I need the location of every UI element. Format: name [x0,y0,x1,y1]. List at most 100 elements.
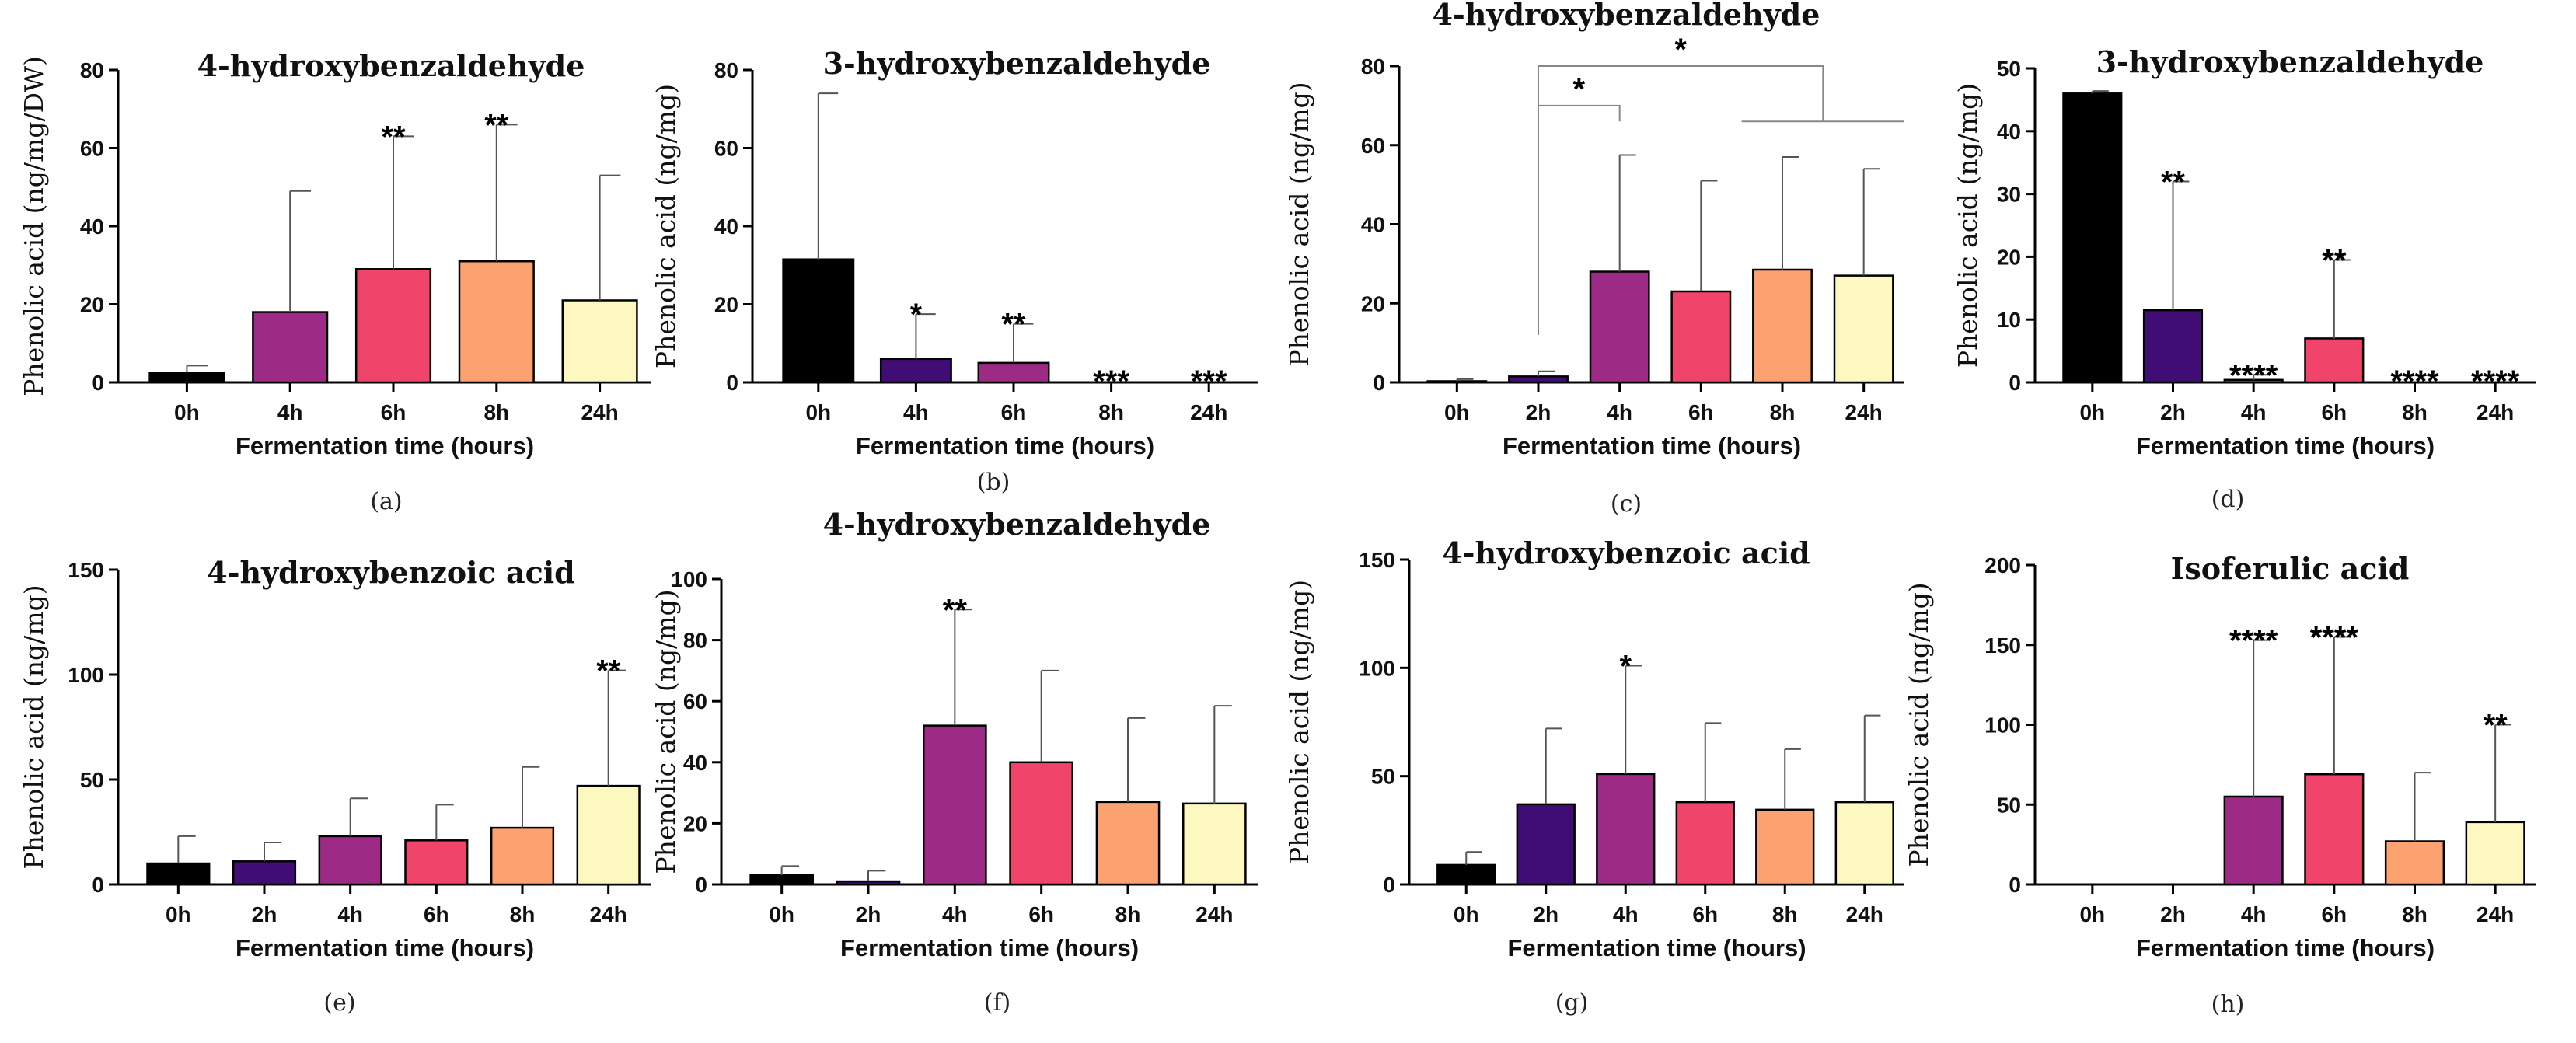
y-tick-label: 40 [80,215,104,239]
y-tick-label: 150 [1359,548,1395,572]
x-tick-label: 24h [1196,902,1233,926]
y-tick-label: 150 [68,558,104,582]
significance-bracket [1538,65,1824,335]
x-tick-label: 0h [1444,400,1470,424]
y-tick-label: 0 [2009,873,2021,897]
bar [576,784,641,886]
significance-stars: ** [1001,308,1026,342]
bar [2465,821,2525,886]
chart-panel-5: 4-hydroxybenzoic acid Phenolic acid (ng/m… [19,555,651,1017]
y-tick-label: 100 [1984,713,2021,738]
bar [318,835,382,886]
bar [1675,801,1735,886]
y-axis-label: Phenolic acid (ng/mg) [1953,83,1983,368]
x-tick-label: 4h [1613,902,1639,926]
panel-label: (c) [1611,490,1642,518]
y-tick-label: 40 [683,751,707,775]
chart-panel-2: 3-hydroxybenzaldehyde Phenolic acid (ng/m… [651,46,1258,496]
bar [1426,380,1488,384]
y-tick-label: 20 [714,293,738,317]
y-axis-label: Phenolic acid (ng/mg) [1284,580,1314,864]
x-tick-label: 24h [1845,400,1883,424]
significance-stars: ** [484,108,509,142]
bracket-stars: * [1674,33,1687,67]
x-tick-label: 6h [381,400,407,424]
bar [404,839,469,886]
x-tick-label: 24h [1190,400,1227,424]
bar [923,724,987,886]
bar [1589,270,1650,384]
significance-stars: * [910,298,923,332]
y-tick-label: 60 [80,137,104,161]
y-tick-label: 60 [714,137,738,161]
bar [2223,795,2284,886]
y-tick-label: 200 [1984,553,2021,577]
chart-panel-8: Isoferulic acid Phenolic acid (ng/mg) 0 50 1… [1904,551,2536,1018]
significance-stars: **** [2229,358,2278,392]
x-tick-label: 6h [1001,400,1027,424]
chart-title: 4-hydroxybenzaldehyde [1433,0,1820,32]
x-tick-label: 4h [2241,400,2267,424]
y-tick-label: 0 [726,371,738,395]
bar [749,874,814,886]
bar [148,372,225,384]
significance-stars: ** [381,120,406,154]
bar [1095,801,1161,886]
bar [879,358,952,384]
bar [1516,803,1576,886]
x-tick-label: 8h [1115,902,1141,926]
x-tick-label: 6h [424,902,449,926]
bar [2304,337,2365,384]
significance-stars: ** [943,593,968,627]
bar [977,361,1050,384]
x-tick-label: 24h [2477,400,2514,424]
x-axis-label: Fermentation time (hours) [1503,432,1801,459]
x-tick-label: 0h [174,400,200,424]
chart-title: 4-hydroxybenzoic acid [1442,535,1810,570]
bar [1009,761,1073,886]
x-axis-label: Fermentation time (hours) [236,934,534,961]
panel-label: (e) [323,989,355,1017]
panel-label: (d) [2211,486,2245,513]
y-tick-label: 100 [671,567,707,591]
y-tick-label: 50 [80,768,104,792]
x-axis-label: Fermentation time (hours) [856,432,1154,459]
y-tick-label: 100 [68,663,104,687]
y-tick-label: 80 [714,58,738,82]
y-axis-label: Phenolic acid (ng/mg/DW) [19,56,49,396]
x-tick-label: 4h [1607,400,1632,424]
x-tick-label: 0h [769,902,794,926]
y-tick-label: 60 [1361,134,1385,158]
x-tick-label: 8h [1772,902,1798,926]
y-axis-label: Phenolic acid (ng/mg) [1904,582,1934,867]
bar [1834,801,1894,886]
panel-label: (b) [977,469,1011,496]
y-tick-label: 20 [1361,291,1385,316]
chart-title: 4-hydroxybenzaldehyde [197,48,585,83]
panel-label: (f) [984,989,1011,1017]
bar [252,311,329,384]
x-tick-label: 6h [2321,400,2347,424]
bar [2142,309,2204,384]
significance-stars: ** [596,654,621,689]
significance-stars: ** [2161,165,2186,199]
x-tick-label: 2h [1526,400,1552,424]
y-tick-label: 50 [1371,765,1395,789]
bar [1436,863,1496,886]
y-tick-label: 50 [1997,793,2021,817]
x-tick-label: 24h [2477,902,2514,926]
x-tick-label: 2h [2160,902,2186,926]
significance-stars: * [1619,650,1632,684]
y-axis-label: Phenolic acid (ng/mg) [19,584,49,869]
x-tick-label: 4h [2241,902,2267,926]
bar [1596,773,1656,886]
x-axis-label: Fermentation time (hours) [840,934,1139,961]
x-tick-label: 2h [252,902,277,926]
y-tick-label: 80 [80,58,104,82]
y-tick-label: 50 [1997,57,2021,81]
bar [2062,92,2123,384]
y-tick-label: 0 [2009,371,2021,395]
x-tick-label: 8h [2402,400,2428,424]
chart-title: 3-hydroxybenzaldehyde [823,46,1211,81]
